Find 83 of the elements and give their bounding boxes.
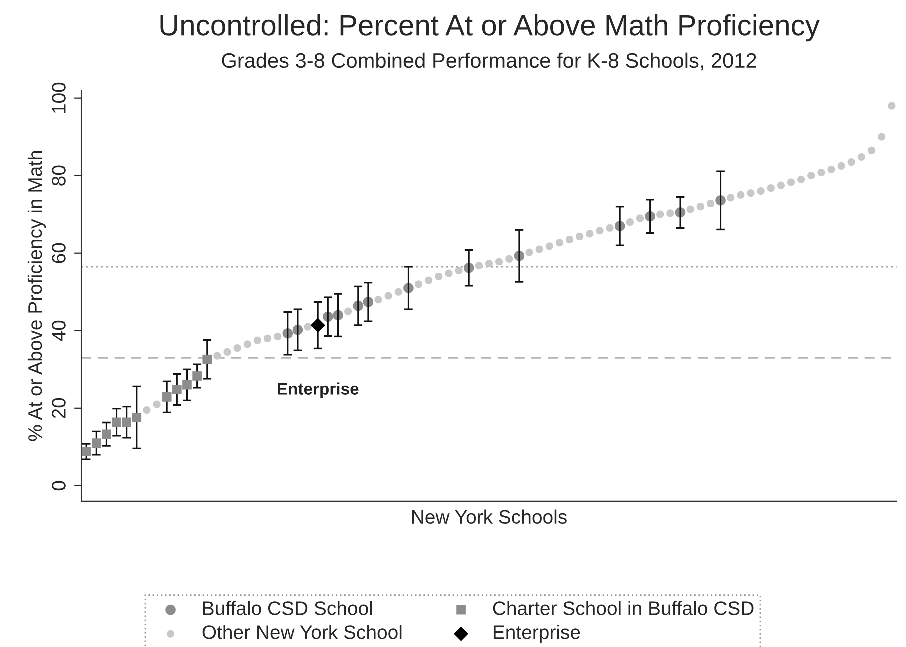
- y-tick-label: 20: [52, 398, 66, 418]
- point: [153, 400, 161, 408]
- y-axis-title: % At or Above Proficiency in Math: [28, 151, 46, 442]
- point: [878, 133, 886, 141]
- point: [162, 392, 172, 402]
- point: [112, 418, 122, 428]
- point: [808, 172, 816, 180]
- point: [445, 270, 453, 278]
- point: [344, 308, 352, 316]
- point: [374, 296, 382, 304]
- point: [818, 168, 826, 177]
- point: [132, 413, 142, 422]
- point: [475, 262, 483, 270]
- point: [737, 191, 745, 200]
- point: [234, 344, 242, 352]
- point: [606, 224, 614, 232]
- point: [414, 280, 423, 288]
- legend-label: Buffalo CSD School: [203, 601, 372, 616]
- point: [566, 236, 574, 244]
- point: [384, 292, 392, 300]
- point: [757, 188, 765, 196]
- legend-label: Other New York School: [202, 625, 402, 640]
- y-tick-label: 0: [52, 481, 66, 491]
- point: [576, 232, 584, 241]
- point: [92, 438, 102, 448]
- point: [506, 255, 514, 263]
- point: [888, 102, 896, 110]
- point: [274, 332, 282, 341]
- point: [868, 146, 876, 154]
- point: [224, 348, 232, 356]
- point: [143, 406, 151, 414]
- point: [244, 340, 252, 348]
- point: [485, 260, 494, 268]
- point: [787, 178, 796, 186]
- point: [686, 206, 694, 214]
- point: [192, 372, 202, 381]
- point: [858, 153, 866, 162]
- point: [586, 230, 594, 238]
- point: [172, 385, 182, 394]
- point: [536, 246, 544, 254]
- point: [596, 227, 604, 235]
- point: [696, 203, 704, 211]
- point: [727, 194, 735, 202]
- point: [656, 210, 664, 218]
- y-tick-label: 80: [52, 166, 66, 186]
- point: [182, 380, 192, 390]
- point: [636, 214, 644, 222]
- point: [666, 210, 674, 218]
- y-tick-label: 60: [52, 243, 66, 264]
- annotation: Enterprise: [278, 382, 359, 398]
- point: [798, 176, 806, 184]
- point: [546, 242, 554, 250]
- point: [706, 200, 715, 208]
- point: [102, 430, 112, 440]
- point: [304, 323, 312, 331]
- point: [394, 288, 402, 296]
- point: [254, 336, 262, 344]
- point: [838, 162, 846, 170]
- point: [435, 272, 443, 280]
- chart-title: Uncontrolled: Percent At or Above Math Proficiency: [160, 14, 820, 42]
- point: [496, 258, 504, 266]
- point: [526, 248, 534, 256]
- point: [777, 182, 785, 190]
- chart-subtitle: Grades 3-8 Combined Performance for K-8 Schools, 2012: [222, 52, 756, 71]
- point: [828, 166, 836, 174]
- x-axis-title: New York Schools: [412, 510, 567, 524]
- point: [556, 239, 564, 247]
- point: [767, 184, 775, 192]
- point: [122, 418, 132, 428]
- point: [626, 218, 634, 226]
- legend-label: Charter School in Buffalo CSD: [493, 601, 754, 616]
- point: [455, 267, 463, 275]
- legend-label: Enterprise: [494, 625, 580, 644]
- point: [425, 276, 433, 284]
- point: [264, 334, 272, 342]
- point: [82, 447, 92, 456]
- y-tick-label: 100: [52, 82, 66, 114]
- y-tick-label: 40: [52, 320, 66, 342]
- point: [848, 158, 856, 166]
- point: [202, 354, 212, 364]
- point: [310, 318, 326, 333]
- point: [747, 189, 755, 198]
- point: [214, 352, 222, 360]
